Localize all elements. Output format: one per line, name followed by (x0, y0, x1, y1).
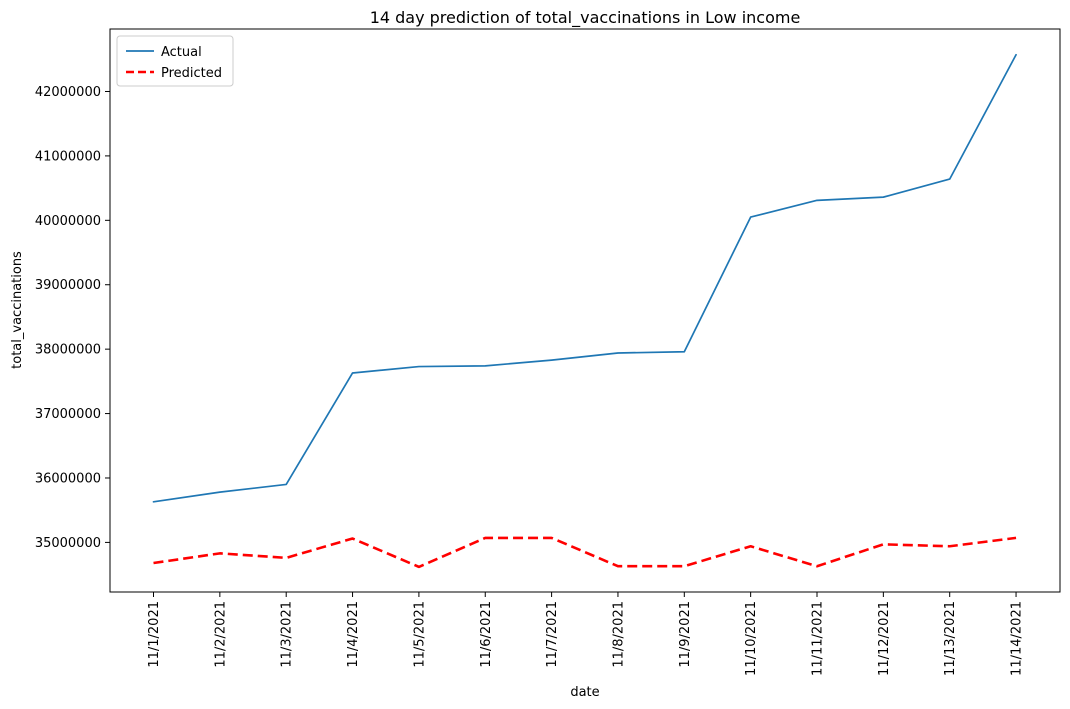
chart-title: 14 day prediction of total_vaccinations … (370, 8, 801, 28)
x-tick-label: 11/12/2021 (877, 601, 892, 676)
y-tick-label: 40000000 (35, 214, 101, 229)
x-tick-label: 11/9/2021 (678, 601, 693, 668)
x-axis: 11/1/2021 11/2/2021 11/3/2021 11/4/2021 11/5… (147, 592, 1025, 676)
x-tick-label: 11/4/2021 (346, 601, 361, 668)
legend: Actual Predicted (116, 35, 234, 87)
y-axis: 35000000 36000000 37000000 38000000 39000000… (35, 85, 110, 551)
y-tick-label: 36000000 (35, 471, 101, 486)
x-tick-label: 11/8/2021 (611, 601, 626, 668)
x-tick-label: 11/13/2021 (943, 601, 958, 676)
x-tick-label: 11/5/2021 (412, 601, 427, 668)
x-tick-label: 11/2/2021 (213, 601, 228, 668)
x-tick-label: 11/14/2021 (1010, 601, 1025, 676)
x-tick-label: 11/6/2021 (479, 601, 494, 668)
y-tick-label: 39000000 (35, 278, 101, 293)
series-layer (152, 53, 1017, 569)
x-tick-label: 11/3/2021 (280, 601, 295, 668)
y-tick-label: 37000000 (35, 407, 101, 422)
series-line-actual (152, 53, 1017, 503)
legend-box (116, 35, 234, 87)
y-tick-label: 42000000 (35, 85, 101, 100)
y-tick-label: 38000000 (35, 343, 101, 358)
series-line-predicted (153, 536, 1017, 569)
x-tick-label: 11/7/2021 (545, 601, 560, 668)
x-tick-label: 11/11/2021 (811, 601, 826, 676)
y-tick-label: 41000000 (35, 149, 101, 164)
x-axis-title: date (570, 685, 599, 700)
x-tick-label: 11/1/2021 (147, 601, 162, 668)
x-tick-label: 11/10/2021 (744, 601, 759, 676)
y-tick-label: 35000000 (35, 536, 101, 551)
y-axis-title: total_vaccinations (10, 251, 25, 369)
legend-label-actual: Actual (161, 45, 202, 60)
legend-label-predicted: Predicted (161, 66, 222, 81)
plot-frame (109, 28, 1061, 593)
